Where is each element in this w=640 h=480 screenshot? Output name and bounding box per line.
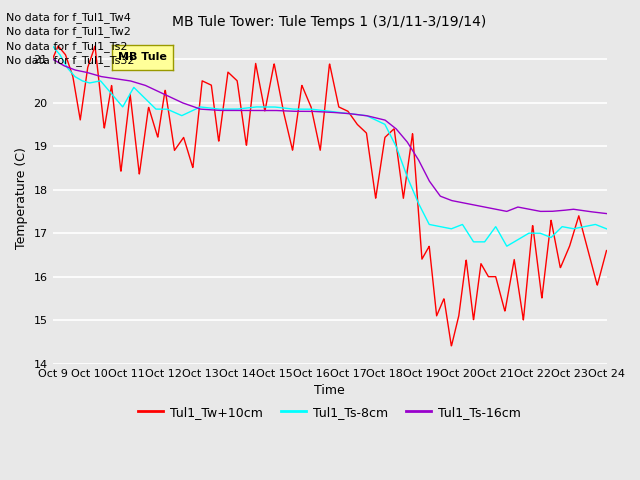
Tul1_Ts-16cm	[485, 205, 493, 211]
Tul1_Ts-8cm	[587, 223, 595, 228]
Tul1_Ts-16cm	[587, 209, 595, 215]
X-axis label: Time: Time	[314, 384, 345, 397]
Tul1_Ts-8cm	[503, 243, 511, 249]
Legend: Tul1_Tw+10cm, Tul1_Ts-8cm, Tul1_Ts-16cm: Tul1_Tw+10cm, Tul1_Ts-8cm, Tul1_Ts-16cm	[134, 401, 525, 424]
Text: No data for f_Tul1_Ts2: No data for f_Tul1_Ts2	[6, 41, 128, 52]
Tul1_Ts-8cm	[77, 77, 84, 83]
Text: No data for f_Tul1_Ts32: No data for f_Tul1_Ts32	[6, 55, 135, 66]
Tul1_Tw+10cm	[318, 130, 326, 135]
Tul1_Ts-8cm	[303, 106, 311, 112]
Tul1_Ts-16cm	[77, 68, 84, 74]
Text: No data for f_Tul1_Tw4: No data for f_Tul1_Tw4	[6, 12, 131, 23]
Tul1_Tw+10cm	[447, 343, 455, 348]
Line: Tul1_Tw+10cm: Tul1_Tw+10cm	[52, 46, 607, 346]
Tul1_Ts-16cm	[303, 108, 311, 114]
Text: MB Tule: MB Tule	[118, 52, 167, 62]
Tul1_Ts-16cm	[586, 209, 594, 215]
Tul1_Ts-8cm	[485, 233, 493, 239]
Tul1_Ts-8cm	[603, 226, 611, 232]
Tul1_Tw+10cm	[485, 274, 493, 279]
Tul1_Tw+10cm	[603, 248, 611, 253]
Tul1_Tw+10cm	[303, 96, 311, 101]
Tul1_Ts-8cm	[587, 223, 595, 228]
Tul1_Tw+10cm	[54, 43, 62, 49]
Line: Tul1_Ts-16cm: Tul1_Ts-16cm	[52, 59, 607, 214]
Y-axis label: Temperature (C): Temperature (C)	[15, 147, 28, 249]
Tul1_Tw+10cm	[77, 111, 85, 117]
Tul1_Tw+10cm	[587, 259, 595, 264]
Line: Tul1_Ts-8cm: Tul1_Ts-8cm	[52, 46, 607, 246]
Tul1_Ts-16cm	[49, 56, 56, 62]
Title: MB Tule Tower: Tule Temps 1 (3/1/11-3/19/14): MB Tule Tower: Tule Temps 1 (3/1/11-3/19…	[172, 15, 486, 29]
Tul1_Ts-8cm	[318, 108, 326, 113]
Tul1_Tw+10cm	[587, 258, 595, 264]
Tul1_Tw+10cm	[49, 56, 56, 62]
Tul1_Ts-16cm	[318, 109, 326, 115]
Text: No data for f_Tul1_Tw2: No data for f_Tul1_Tw2	[6, 26, 131, 37]
Tul1_Ts-16cm	[603, 211, 611, 216]
Tul1_Ts-8cm	[49, 43, 56, 49]
